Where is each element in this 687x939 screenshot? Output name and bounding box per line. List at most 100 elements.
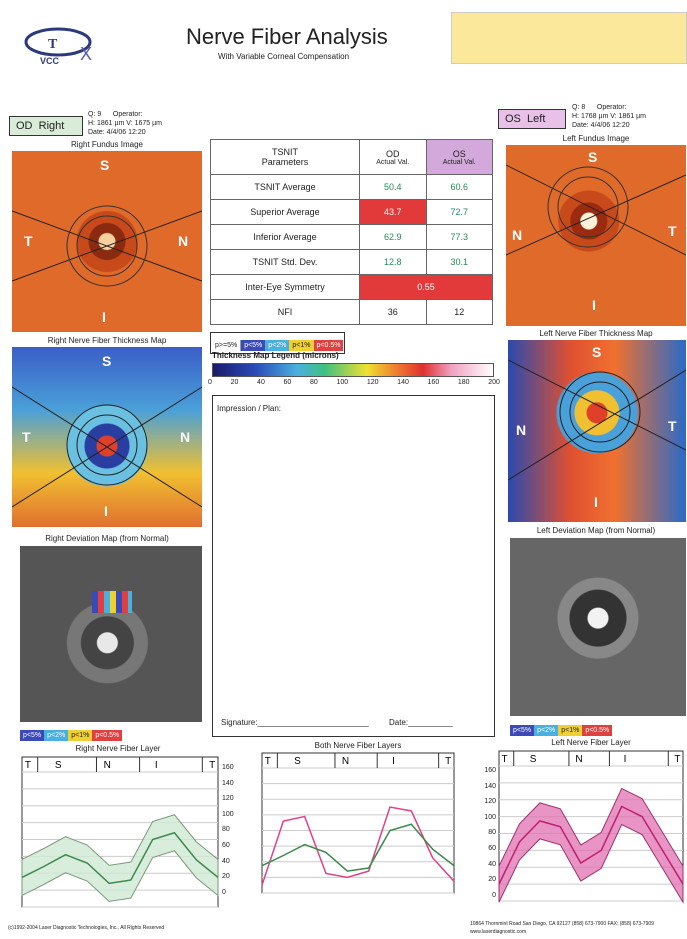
header-yellow-box bbox=[451, 12, 687, 64]
tick: 200 bbox=[488, 379, 500, 386]
left-fundus-i: I bbox=[592, 297, 596, 313]
section-label: T bbox=[25, 760, 31, 771]
page-title: Nerve Fiber Analysis bbox=[186, 24, 388, 49]
right-thickness-map: S T N I bbox=[12, 347, 202, 527]
tick: 180 bbox=[457, 379, 470, 386]
section-label: S bbox=[530, 754, 537, 765]
series-line bbox=[261, 806, 455, 886]
right-deviation-map bbox=[20, 546, 202, 722]
symmetry-value: 0.55 bbox=[359, 274, 493, 300]
section-label: T bbox=[445, 756, 451, 767]
series-line bbox=[261, 823, 455, 872]
right-thick-s: S bbox=[102, 353, 112, 369]
table-row: Inter-Eye Symmetry 0.55 bbox=[210, 274, 493, 300]
right-fundus-title: Right Fundus Image bbox=[70, 140, 144, 149]
left-thick-i: I bbox=[594, 494, 598, 510]
right-fundus-i: I bbox=[102, 309, 106, 325]
tick: 20 bbox=[230, 379, 239, 386]
left-leg-p1: p<1% bbox=[558, 725, 583, 736]
row-label: Inferior Average bbox=[210, 224, 360, 250]
right-fundus-image: S T N I bbox=[12, 151, 202, 332]
series-line bbox=[498, 805, 684, 885]
tick: 40 bbox=[257, 379, 265, 386]
right-graph-yticks: 160 140 120 100 80 60 40 20 0 bbox=[222, 764, 234, 896]
row-od: 43.7 bbox=[359, 199, 427, 225]
left-fundus-t: T bbox=[668, 223, 677, 239]
leg-p5: p<5% bbox=[241, 340, 266, 351]
section-label: I bbox=[392, 756, 395, 767]
right-date: Date: 4/4/06 12:20 bbox=[88, 129, 146, 136]
nfi-od: 36 bbox=[359, 299, 427, 325]
left-deviation-title: Left Deviation Map (from Normal) bbox=[536, 526, 656, 535]
page-subtitle: With Variable Corneal Compensation bbox=[218, 52, 350, 61]
normal-band bbox=[498, 787, 684, 904]
right-fundus-s: S bbox=[100, 157, 110, 173]
thickness-legend-bar bbox=[212, 363, 494, 377]
right-prob-legend: p<5% p<2% p<1% p<0.5% bbox=[20, 724, 123, 742]
left-leg-p2: p<2% bbox=[534, 725, 559, 736]
row-od: 62.9 bbox=[359, 224, 427, 250]
left-thick-t: T bbox=[668, 418, 677, 434]
signature-line[interactable]: Signature:_________________________ bbox=[221, 718, 369, 727]
tick: 160 bbox=[427, 379, 440, 386]
leg-p-ge5: p>=5% bbox=[212, 340, 242, 351]
impression-box[interactable]: Impression / Plan: Signature:___________… bbox=[212, 395, 495, 737]
symmetry-label: Inter-Eye Symmetry bbox=[210, 274, 360, 300]
footer-copyright: (c)1992-2004 Laser Diagnostic Technologi… bbox=[8, 925, 165, 931]
right-scan-info: Q: 9 Operator: H: 1861 µm V: 1675 µm Dat… bbox=[88, 110, 162, 137]
footer-web: www.laserdiagnostic.com bbox=[470, 929, 527, 935]
right-label: Right bbox=[38, 120, 65, 132]
left-fundus-n: N bbox=[512, 227, 523, 243]
section-label: T bbox=[501, 754, 507, 765]
section-label: T bbox=[674, 754, 680, 765]
row-label: TSNIT Average bbox=[210, 174, 360, 200]
right-graph-title: Right Nerve Fiber Layer bbox=[75, 744, 161, 753]
left-scan-info: Q: 8 Operator: H: 1768 µm V: 1861 µm Dat… bbox=[572, 103, 646, 130]
left-deviation-map bbox=[510, 538, 686, 716]
date-line[interactable]: Date:__________ bbox=[389, 718, 453, 727]
left-thick-n: N bbox=[516, 422, 527, 438]
nfi-label: NFI bbox=[210, 299, 360, 325]
svg-text:X: X bbox=[80, 44, 92, 64]
leg-p05: p<0.5% bbox=[313, 340, 344, 351]
left-fundus-image: S N T I bbox=[506, 145, 686, 326]
tick: 120 bbox=[366, 379, 379, 386]
right-leg-p05: p<0.5% bbox=[92, 730, 123, 741]
series-line bbox=[21, 831, 219, 885]
os-badge: OS Left bbox=[498, 109, 566, 129]
tick: 80 bbox=[309, 379, 318, 386]
os-label: OS bbox=[505, 113, 521, 125]
table-row: TSNIT Average 50.4 60.6 bbox=[210, 174, 493, 200]
graph-frame bbox=[261, 752, 455, 894]
section-label: S bbox=[55, 760, 62, 771]
right-leg-p5: p<5% bbox=[20, 730, 45, 741]
tsnit-header-os: OS Actual Val. bbox=[425, 139, 493, 175]
left-thickness-title: Left Nerve Fiber Thickness Map bbox=[539, 329, 653, 338]
right-fundus-n: N bbox=[178, 233, 189, 249]
tsnit-header-od: OD Actual Val. bbox=[359, 139, 427, 175]
vcc-logo-icon: T X bbox=[24, 27, 92, 64]
right-fundus-t: T bbox=[24, 233, 33, 249]
row-os: 60.6 bbox=[425, 174, 493, 200]
right-deviation-title: Right Deviation Map (from Normal) bbox=[45, 534, 169, 543]
left-graph-yticks: 160 140 120 100 80 60 40 20 0 bbox=[484, 767, 496, 899]
thickness-legend-title: Thickness Map Legend (microns) bbox=[212, 351, 339, 360]
thickness-legend-ticks: 0 20 40 60 80 100 120 140 160 180 200 bbox=[208, 379, 500, 386]
right-deviation-cluster bbox=[92, 591, 132, 613]
section-label: T bbox=[265, 756, 271, 767]
left-fundus-title: Left Fundus Image bbox=[562, 134, 630, 143]
right-thick-i: I bbox=[104, 503, 108, 519]
section-label: I bbox=[155, 760, 158, 771]
impression-label: Impression / Plan: bbox=[217, 404, 282, 413]
left-thick-s: S bbox=[592, 344, 602, 360]
right-operator: Operator: bbox=[112, 111, 143, 118]
section-label: I bbox=[624, 754, 627, 765]
section-label: S bbox=[294, 756, 301, 767]
normal-band bbox=[21, 814, 219, 902]
right-hv: H: 1861 µm V: 1675 µm bbox=[88, 120, 162, 127]
right-thick-n: N bbox=[180, 429, 191, 445]
row-label: Superior Average bbox=[210, 199, 360, 225]
left-hv: H: 1768 µm V: 1861 µm bbox=[572, 113, 646, 120]
section-label: T bbox=[209, 760, 215, 771]
